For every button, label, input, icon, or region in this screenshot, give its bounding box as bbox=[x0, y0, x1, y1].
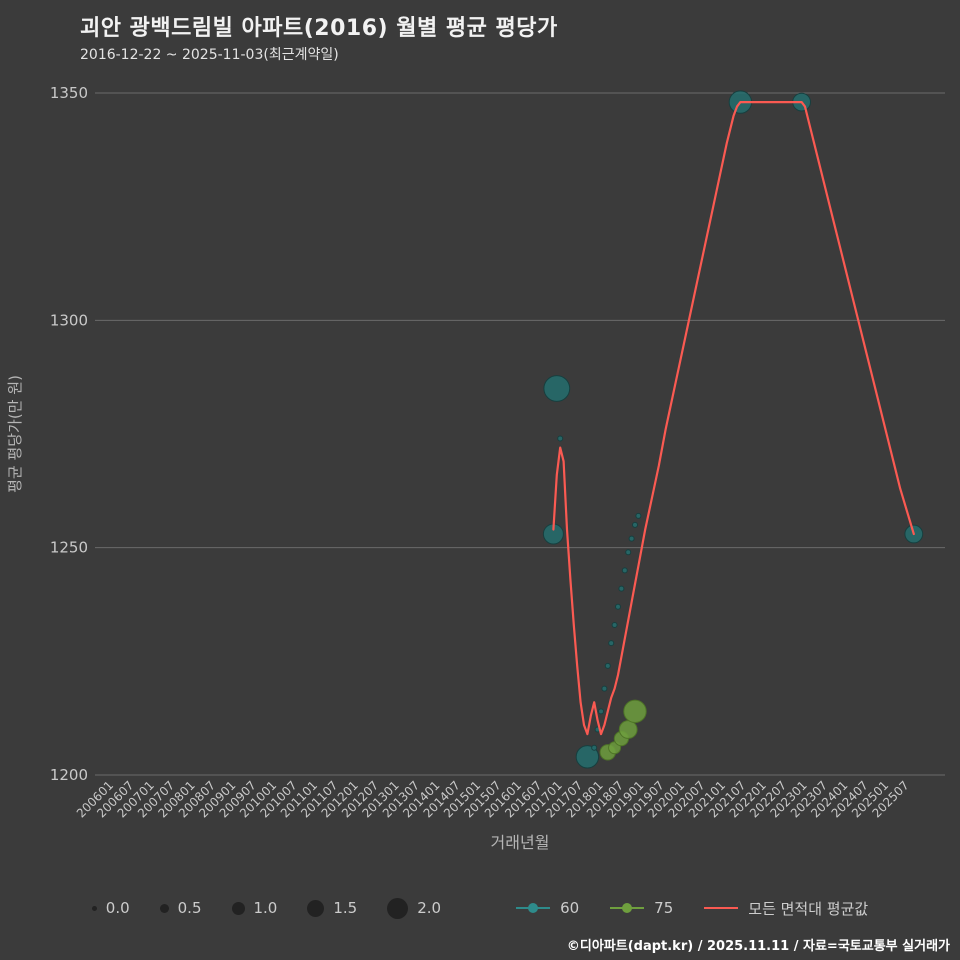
legend-series-marker-icon bbox=[516, 903, 551, 913]
legend-size-item: 2.0 bbox=[387, 897, 442, 919]
legend: 0.0 0.5 1.0 1.5 2.0 60 75 모든 면적대 평균값 bbox=[0, 888, 960, 928]
bubble-60 bbox=[615, 603, 621, 610]
bubble-60 bbox=[575, 745, 600, 769]
legend-size-label: 0.0 bbox=[105, 899, 130, 917]
legend-size-item: 1.5 bbox=[307, 899, 357, 917]
bubble-60 bbox=[608, 640, 615, 647]
legend-size-dot-icon bbox=[159, 903, 169, 913]
legend-size-item: 0.5 bbox=[159, 899, 202, 917]
y-tick-label: 1300 bbox=[50, 311, 88, 329]
legend-series-marker-icon bbox=[610, 903, 645, 913]
bubble-60 bbox=[611, 621, 618, 628]
legend-size-label: 0.5 bbox=[177, 899, 202, 917]
legend-series-item: 75 bbox=[609, 899, 673, 917]
bubble-60 bbox=[601, 685, 608, 692]
legend-size-dot-icon bbox=[387, 897, 409, 919]
bubble-75 bbox=[623, 699, 647, 724]
bubble-60 bbox=[618, 585, 625, 592]
legend-series-label: 모든 면적대 평균값 bbox=[748, 899, 869, 918]
legend-dot bbox=[528, 903, 539, 913]
y-tick-label: 1200 bbox=[50, 766, 88, 784]
bubble-60 bbox=[543, 375, 571, 402]
bubble-60 bbox=[628, 535, 635, 542]
bubble-60 bbox=[598, 708, 604, 715]
y-axis-label: 평균 평당가(만 원) bbox=[6, 375, 24, 493]
legend-series-label: 75 bbox=[654, 899, 674, 917]
legend-series-label: 60 bbox=[560, 899, 580, 917]
chart-subtitle: 2016-12-22 ~ 2025-11-03(최근계약일) bbox=[80, 47, 339, 63]
legend-size-item: 0.0 bbox=[91, 899, 130, 917]
bubble-60 bbox=[632, 521, 638, 528]
legend-size-dot-icon bbox=[91, 905, 97, 911]
legend-size-dot-icon bbox=[307, 899, 325, 917]
bubble-60 bbox=[604, 662, 611, 669]
legend-series-item: 60 bbox=[515, 899, 579, 917]
bubble-60 bbox=[621, 567, 628, 574]
legend-size-item: 1.0 bbox=[231, 899, 278, 917]
bubble-60 bbox=[635, 512, 642, 519]
legend-dot bbox=[622, 903, 633, 913]
chart-title: 괴안 광백드림빌 아파트(2016) 월별 평균 평당가 bbox=[80, 16, 558, 41]
y-tick-label: 1350 bbox=[50, 84, 88, 102]
y-tick-label: 1250 bbox=[50, 539, 88, 557]
bubble-60 bbox=[557, 435, 564, 442]
chart-canvas: 1350130012501200200601200607200701200707… bbox=[6, 84, 945, 852]
x-axis-label: 거래년월 bbox=[491, 833, 550, 852]
avg-line bbox=[552, 101, 915, 736]
legend-size-label: 1.5 bbox=[333, 899, 358, 917]
legend-series-item: 모든 면적대 평균값 bbox=[703, 898, 868, 919]
bubble-60 bbox=[625, 549, 632, 556]
legend-size-label: 2.0 bbox=[417, 899, 442, 917]
bubble-60 bbox=[591, 744, 598, 751]
bubble-75 bbox=[618, 720, 638, 739]
legend-size-label: 1.0 bbox=[253, 899, 278, 917]
footer-credit: ©디아파트(dapt.kr) / 2025.11.11 / 자료=국토교통부 실… bbox=[566, 939, 950, 954]
legend-size-dot-icon bbox=[231, 901, 245, 915]
legend-series-marker-icon bbox=[704, 907, 739, 909]
